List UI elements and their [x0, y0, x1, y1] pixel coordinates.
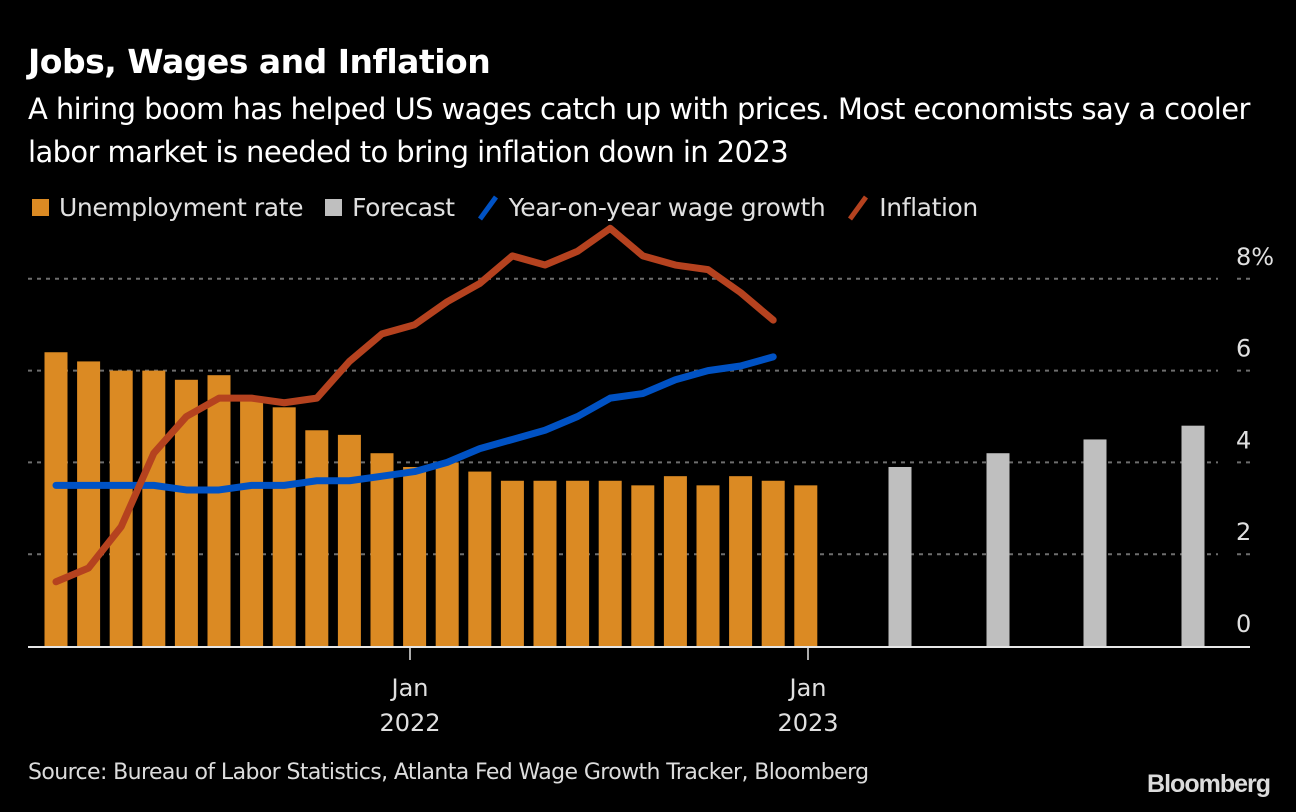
- axes: 0 2 4 6 8% Jan 2022 Jan 2023: [28, 243, 1274, 737]
- forecast-bar: [1181, 425, 1205, 646]
- wage-line-swatch-icon: [477, 195, 498, 220]
- unemployment-bar: [272, 407, 296, 646]
- x-tick-label-month: Jan: [788, 674, 827, 702]
- unemployment-bar: [566, 480, 590, 646]
- unemployment-bar: [663, 476, 687, 646]
- unemployment-bar: [631, 485, 655, 646]
- y-tick-label: 8%: [1236, 243, 1274, 271]
- unemployment-bar: [240, 398, 264, 646]
- legend-item-unemployment: Unemployment rate: [32, 193, 303, 222]
- forecast-bars: [888, 425, 1205, 646]
- forecast-swatch-icon: [325, 199, 343, 216]
- legend-label: Forecast: [352, 193, 455, 222]
- unemployment-bar: [174, 379, 198, 646]
- chart-subtitle: A hiring boom has helped US wages catch …: [28, 92, 1250, 169]
- unemployment-bar: [500, 480, 524, 646]
- unemployment-bar: [468, 471, 492, 646]
- x-tick-label-year: 2022: [379, 709, 440, 737]
- unemployment-bar: [696, 485, 720, 646]
- y-tick-label: 6: [1236, 335, 1251, 363]
- unemployment-bar: [370, 453, 394, 646]
- x-tick-label-month: Jan: [390, 674, 429, 702]
- source-note: Source: Bureau of Labor Statistics, Atla…: [28, 760, 869, 785]
- inflation-line-swatch-icon: [848, 195, 869, 220]
- legend-item-inflation: Inflation: [847, 193, 978, 222]
- legend-label: Year-on-year wage growth: [508, 193, 826, 222]
- legend-item-wage-growth: Year-on-year wage growth: [477, 193, 826, 222]
- forecast-bar: [986, 453, 1010, 646]
- legend-label: Unemployment rate: [59, 193, 304, 222]
- y-tick-label: 2: [1236, 518, 1251, 546]
- unemployment-bars: [44, 352, 818, 646]
- unemployment-bar: [109, 370, 133, 646]
- y-tick-label: 4: [1236, 426, 1251, 454]
- unemployment-bar: [207, 375, 231, 646]
- unemployment-bar: [794, 485, 818, 646]
- unemployment-bar: [598, 480, 622, 646]
- inflation-line: [52, 224, 777, 586]
- unemployment-bar: [337, 434, 361, 646]
- unemployment-bar: [305, 430, 329, 646]
- series-lines: [52, 224, 777, 586]
- legend-item-forecast: Forecast: [325, 193, 455, 222]
- unemployment-bar: [142, 370, 166, 646]
- legend: Unemployment rate Forecast Year-on-year …: [32, 193, 1000, 222]
- unemployment-bar: [44, 352, 68, 646]
- wage-growth-line: [52, 353, 777, 494]
- chart-title: Jobs, Wages and Inflation: [28, 42, 491, 81]
- unemployment-bar: [435, 462, 459, 646]
- bloomberg-logo: Bloomberg: [1147, 770, 1271, 798]
- unemployment-bar: [533, 480, 557, 646]
- unemployment-bar: [403, 466, 427, 646]
- y-tick-label: 0: [1236, 610, 1251, 638]
- x-tick-label-year: 2023: [777, 709, 838, 737]
- unemployment-bar: [77, 361, 101, 646]
- unemployment-bar: [761, 480, 785, 646]
- forecast-bar: [1083, 439, 1107, 646]
- forecast-bar: [888, 466, 912, 646]
- unemployment-swatch-icon: [32, 199, 49, 216]
- unemployment-bar: [729, 476, 753, 646]
- legend-label: Inflation: [879, 193, 978, 222]
